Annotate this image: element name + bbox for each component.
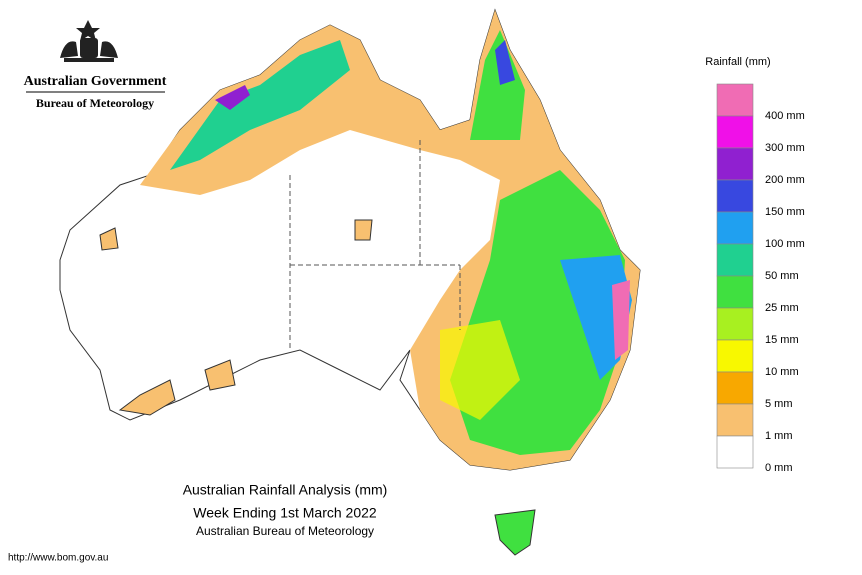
footer-url: http://www.bom.gov.au	[8, 553, 108, 564]
legend-swatch	[716, 339, 754, 373]
legend-title: Rainfall (mm)	[705, 56, 770, 68]
legend-swatch	[716, 211, 754, 245]
legend-label: 0 mm	[765, 462, 793, 474]
legend: 400 mm 300 mm 200 mm 150 mm 100 mm 50 mm 25 mm…	[716, 83, 805, 474]
map-source: Australian Bureau of Meteorology	[196, 524, 374, 538]
legend-label: 300 mm	[765, 142, 805, 154]
legend-swatch	[716, 179, 754, 213]
legend-swatch	[716, 243, 754, 277]
australia-map	[59, 8, 641, 556]
bureau-name: Bureau of Meteorology	[36, 96, 154, 110]
legend-label: 10 mm	[765, 366, 799, 378]
legend-label: 400 mm	[765, 110, 805, 122]
legend-swatch	[716, 435, 754, 469]
legend-label: 150 mm	[765, 206, 805, 218]
map-subtitle: Week Ending 1st March 2022	[193, 505, 377, 521]
legend-swatch	[716, 275, 754, 309]
legend-swatch	[716, 83, 754, 117]
map-title: Australian Rainfall Analysis (mm)	[183, 482, 388, 498]
legend-label: 100 mm	[765, 238, 805, 250]
legend-swatch	[716, 371, 754, 405]
legend-swatch	[716, 403, 754, 437]
legend-swatch	[716, 147, 754, 181]
legend-swatch	[716, 307, 754, 341]
legend-label: 5 mm	[765, 398, 793, 410]
legend-swatch	[716, 115, 754, 149]
coat-of-arms	[60, 20, 118, 62]
agency-name: Australian Government	[24, 74, 167, 89]
legend-label: 200 mm	[765, 174, 805, 186]
legend-label: 50 mm	[765, 270, 799, 282]
legend-label: 1 mm	[765, 430, 793, 442]
legend-label: 25 mm	[765, 302, 799, 314]
legend-label: 15 mm	[765, 334, 799, 346]
